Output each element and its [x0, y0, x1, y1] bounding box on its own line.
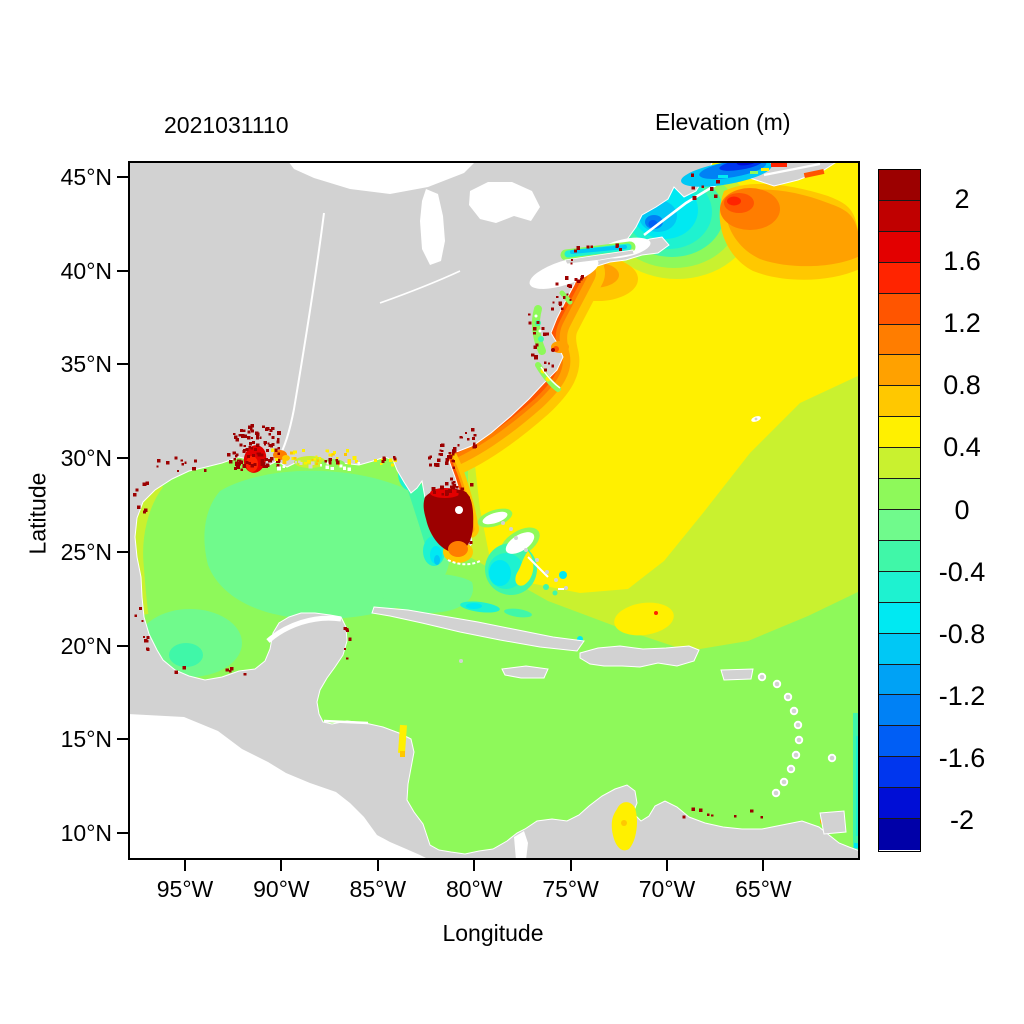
lake-okeechobee: [455, 506, 463, 514]
colorbar-segment: [879, 355, 920, 387]
y-tick-mark: [117, 176, 128, 178]
x-axis-title: Longitude: [442, 920, 544, 946]
colorbar-tick-label: 0: [954, 494, 970, 525]
x-tick-label: 70°W: [638, 876, 696, 902]
colorbar-segment: [879, 448, 920, 480]
pacific-no-data: [128, 714, 430, 860]
x-tick-mark: [569, 860, 572, 871]
colorbar-segment: [879, 200, 920, 232]
map-plot: [128, 161, 860, 860]
great-lakes: [288, 161, 651, 289]
colorbar-segment: [879, 819, 920, 850]
colorbar-segment: [879, 479, 920, 510]
colorbar-tick-label: -0.8: [938, 618, 986, 649]
colorbar-tick-label: 0.4: [943, 432, 981, 463]
x-tick-mark: [184, 860, 186, 871]
colorbar-tick-label: 1.6: [943, 246, 981, 277]
y-tick-label: 20°N: [60, 632, 112, 659]
colorbar-segment: [879, 540, 920, 572]
x-tick-label: 75°W: [542, 876, 599, 902]
colorbar-segment: [879, 757, 920, 789]
colorbar-segment: [879, 509, 920, 541]
x-tick-mark: [762, 860, 765, 871]
y-tick-mark: [117, 457, 128, 460]
x-tick-label: 85°W: [349, 876, 407, 902]
long-island: [564, 249, 635, 265]
hispaniola-land: [579, 645, 700, 668]
colorbar-tick-label: -0.4: [938, 556, 986, 587]
colorbar-segment: [879, 571, 920, 603]
jamaica-land: [501, 665, 549, 679]
y-tick-label: 25°N: [60, 538, 112, 565]
lake-maracaibo: [611, 802, 637, 851]
coastal-overlays: [132, 161, 825, 851]
x-tick-label: 80°W: [445, 876, 503, 902]
trinidad-land: [819, 810, 847, 835]
colorbar-segment: [879, 324, 920, 356]
colorbar-tick-label: 0.8: [943, 370, 981, 401]
colorbar-segment: [879, 262, 920, 294]
colorbar-segment: [879, 695, 920, 727]
y-tick-label: 15°N: [60, 726, 112, 753]
x-tick-label: 95°W: [156, 876, 214, 902]
cuba-land: [371, 606, 585, 652]
colorbar-segment: [879, 788, 920, 820]
y-tick-mark: [117, 831, 128, 834]
y-tick-mark: [117, 738, 128, 741]
colorbar: [878, 169, 921, 852]
colorbar-segment: [879, 602, 920, 634]
y-tick-label: 45°N: [60, 164, 112, 190]
colorbar-segment: [879, 664, 920, 696]
plot-frame: [128, 161, 860, 860]
florida-keys: [447, 559, 481, 566]
x-tick-mark: [280, 860, 283, 871]
lesser-antilles-islands: [459, 521, 837, 798]
run-timestamp: 2021031110: [164, 112, 289, 138]
y-tick-mark: [117, 269, 128, 272]
y-tick-label: 10°N: [60, 819, 112, 846]
x-tick-mark: [473, 860, 476, 871]
y-tick-label: 30°N: [60, 445, 112, 472]
colorbar-tick-label: -1.2: [938, 680, 986, 711]
coastal-flood-speckles: [132, 173, 763, 819]
colorbar-segment: [879, 386, 920, 418]
colorbar-segment: [879, 417, 920, 449]
colorbar-tick-label: -1.6: [938, 742, 986, 773]
x-tick-label: 65°W: [735, 876, 792, 902]
y-tick-mark: [117, 550, 128, 553]
figure-title: Elevation (m): [655, 109, 791, 135]
colorbar-tick-label: 2: [954, 184, 970, 215]
colorbar-segment: [879, 726, 920, 758]
y-tick-label: 35°N: [60, 351, 112, 378]
puerto-rico-land: [720, 668, 754, 681]
colorbar-tick-label: 1.2: [943, 308, 981, 339]
colorbar-tick-label: -2: [949, 804, 974, 835]
gulf-of-uraba: [514, 831, 528, 860]
y-tick-label: 40°N: [60, 257, 112, 284]
x-tick-label: 90°W: [253, 876, 310, 902]
x-tick-mark: [666, 860, 668, 871]
y-tick-mark: [117, 363, 128, 366]
y-tick-mark: [117, 644, 128, 647]
elevation-map-canvas: [128, 161, 860, 860]
colorbar-segment: [879, 293, 920, 325]
x-tick-mark: [376, 860, 379, 871]
colorbar-segment: [879, 231, 920, 263]
colorbar-segment: [879, 633, 920, 665]
land-masses: [128, 161, 860, 860]
colorbar-segment: [879, 170, 920, 201]
